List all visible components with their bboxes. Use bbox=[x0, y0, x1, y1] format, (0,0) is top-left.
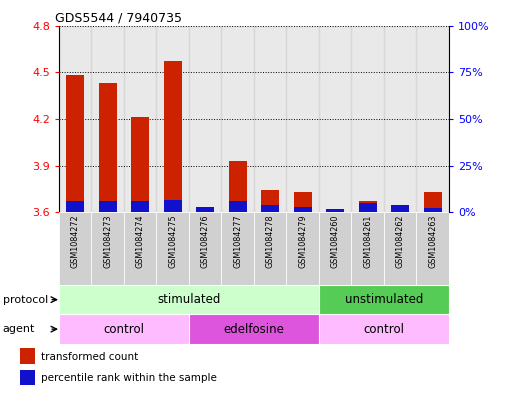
Bar bbox=[424, 208, 442, 212]
Bar bbox=[164, 200, 182, 212]
Bar bbox=[91, 212, 124, 285]
Bar bbox=[229, 161, 247, 212]
Bar bbox=[384, 26, 417, 212]
Bar bbox=[286, 212, 319, 285]
Bar bbox=[261, 191, 279, 212]
Text: GSM1084274: GSM1084274 bbox=[136, 215, 145, 268]
Text: GSM1084278: GSM1084278 bbox=[266, 215, 274, 268]
Bar bbox=[319, 212, 351, 285]
Bar bbox=[131, 118, 149, 212]
Bar bbox=[66, 75, 84, 212]
Text: edelfosine: edelfosine bbox=[224, 323, 284, 336]
Bar bbox=[99, 201, 116, 212]
Bar bbox=[261, 205, 279, 212]
Text: GSM1084272: GSM1084272 bbox=[71, 215, 80, 268]
Bar bbox=[391, 211, 409, 212]
Bar bbox=[229, 201, 247, 212]
Bar bbox=[222, 26, 254, 212]
Bar bbox=[417, 26, 449, 212]
Bar bbox=[59, 285, 319, 314]
Bar bbox=[351, 212, 384, 285]
Bar bbox=[21, 348, 34, 364]
Text: transformed count: transformed count bbox=[41, 351, 138, 362]
Bar bbox=[359, 203, 377, 212]
Bar bbox=[417, 212, 449, 285]
Text: unstimulated: unstimulated bbox=[345, 293, 423, 306]
Bar bbox=[196, 208, 214, 212]
Text: percentile rank within the sample: percentile rank within the sample bbox=[41, 373, 216, 383]
Bar bbox=[124, 212, 156, 285]
Bar bbox=[59, 212, 91, 285]
Bar bbox=[156, 212, 189, 285]
Bar bbox=[189, 314, 319, 344]
Text: GSM1084260: GSM1084260 bbox=[331, 215, 340, 268]
Bar bbox=[156, 26, 189, 212]
Text: GSM1084279: GSM1084279 bbox=[298, 215, 307, 268]
Text: GSM1084273: GSM1084273 bbox=[103, 215, 112, 268]
Bar bbox=[164, 61, 182, 212]
Bar bbox=[59, 26, 91, 212]
Bar bbox=[286, 26, 319, 212]
Text: GSM1084275: GSM1084275 bbox=[168, 215, 177, 268]
Text: stimulated: stimulated bbox=[157, 293, 221, 306]
Bar bbox=[99, 83, 116, 212]
Bar bbox=[359, 201, 377, 212]
Text: GSM1084261: GSM1084261 bbox=[363, 215, 372, 268]
Bar bbox=[319, 314, 449, 344]
Bar bbox=[391, 205, 409, 212]
Bar bbox=[351, 26, 384, 212]
Bar bbox=[319, 285, 449, 314]
Text: GSM1084277: GSM1084277 bbox=[233, 215, 242, 268]
Bar bbox=[189, 26, 222, 212]
Text: protocol: protocol bbox=[3, 295, 48, 305]
Bar bbox=[131, 201, 149, 212]
Text: GDS5544 / 7940735: GDS5544 / 7940735 bbox=[55, 11, 182, 24]
Bar bbox=[319, 26, 351, 212]
Bar bbox=[196, 207, 214, 212]
Bar bbox=[294, 192, 311, 212]
Bar bbox=[254, 26, 286, 212]
Text: agent: agent bbox=[3, 324, 35, 334]
Bar bbox=[326, 209, 344, 212]
Bar bbox=[384, 212, 417, 285]
Bar bbox=[424, 192, 442, 212]
Text: control: control bbox=[104, 323, 145, 336]
Text: control: control bbox=[363, 323, 404, 336]
Text: GSM1084263: GSM1084263 bbox=[428, 215, 437, 268]
Bar bbox=[222, 212, 254, 285]
Bar bbox=[189, 212, 222, 285]
Bar bbox=[21, 370, 34, 386]
Bar bbox=[254, 212, 286, 285]
Bar bbox=[294, 207, 311, 212]
Bar bbox=[326, 209, 344, 212]
Bar bbox=[66, 201, 84, 212]
Text: GSM1084276: GSM1084276 bbox=[201, 215, 210, 268]
Text: GSM1084262: GSM1084262 bbox=[396, 215, 405, 268]
Bar bbox=[91, 26, 124, 212]
Bar bbox=[124, 26, 156, 212]
Bar bbox=[59, 314, 189, 344]
